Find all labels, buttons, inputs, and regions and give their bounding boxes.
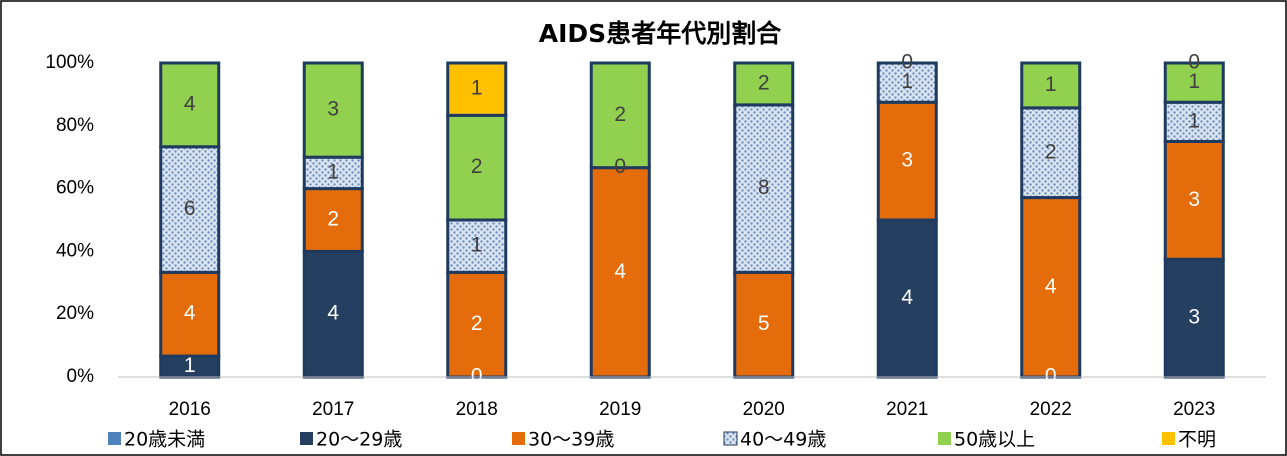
chart-title: AIDS患者年代別割合	[539, 19, 782, 48]
data-label: 3	[901, 149, 913, 172]
data-label: 0	[1188, 51, 1200, 74]
data-label: 2	[1045, 140, 1057, 163]
bar-segment	[446, 270, 508, 379]
legend-swatch	[723, 431, 738, 446]
data-label: 0	[1045, 365, 1057, 388]
bar-segment	[733, 61, 795, 107]
data-label: 1	[184, 354, 196, 377]
y-tick-label: 20%	[56, 303, 94, 324]
legend-swatch	[938, 432, 951, 445]
data-label: 3	[1188, 188, 1200, 211]
x-tick-label: 2023	[1173, 399, 1215, 420]
legend-swatch	[1162, 432, 1175, 445]
bar-segment	[302, 61, 364, 159]
data-label: 2	[614, 103, 626, 126]
bar-segment	[302, 187, 364, 253]
data-label: 4	[1045, 275, 1057, 298]
data-label: 4	[184, 302, 196, 325]
bar-segment	[876, 100, 938, 222]
bar-segment	[1163, 61, 1225, 104]
bar-segment	[733, 270, 795, 379]
bar-segment	[1020, 61, 1082, 110]
x-tick-label: 2018	[456, 399, 498, 420]
legend-label: 40～49歳	[740, 429, 826, 451]
x-tick-label: 2016	[169, 399, 211, 420]
data-label: 1	[471, 77, 483, 100]
bar-segment	[876, 218, 938, 379]
data-label: 5	[758, 312, 770, 335]
legend-swatch	[300, 432, 313, 445]
legend-label: 50歳以上	[954, 429, 1035, 451]
data-label: 4	[327, 302, 339, 325]
data-label: 4	[901, 286, 913, 309]
data-label: 6	[184, 197, 196, 220]
data-label: 1	[1045, 73, 1057, 96]
data-label: 4	[184, 92, 196, 115]
y-tick-label: 40%	[56, 240, 94, 261]
data-label: 1	[901, 70, 913, 93]
y-tick-label: 0%	[67, 366, 95, 387]
x-tick-label: 2020	[743, 399, 785, 420]
data-label: 0	[901, 51, 913, 74]
data-label: 2	[758, 71, 770, 94]
bar-segment	[159, 61, 221, 149]
data-label: 2	[471, 312, 483, 335]
legend-label: 不明	[1178, 429, 1216, 451]
legend-label: 30～39歳	[528, 429, 614, 451]
bar-segment	[876, 61, 938, 104]
legend-label: 20～29歳	[316, 429, 402, 451]
bar-segment	[1020, 106, 1082, 200]
x-tick-label: 2022	[1030, 399, 1072, 420]
legend-swatch	[512, 432, 525, 445]
legend-swatch	[108, 432, 121, 445]
y-tick-label: 100%	[45, 52, 94, 73]
bar-segment	[589, 61, 651, 170]
data-label: 1	[1188, 70, 1200, 93]
x-tick-label: 2019	[599, 399, 641, 420]
bar-segment	[302, 155, 364, 191]
data-label: 4	[614, 260, 626, 283]
y-tick-label: 80%	[56, 115, 94, 136]
x-tick-label: 2021	[886, 399, 928, 420]
bar-segment	[589, 166, 651, 379]
data-label: 2	[327, 208, 339, 231]
x-tick-label: 2017	[312, 399, 354, 420]
data-label: 3	[327, 98, 339, 121]
bar-segment	[159, 145, 221, 274]
bar-segment	[446, 113, 508, 222]
data-label: 3	[1188, 306, 1200, 329]
data-label: 1	[471, 234, 483, 257]
data-label: 0	[614, 155, 626, 178]
data-label: 0	[471, 365, 483, 388]
bar-segment	[733, 103, 795, 274]
data-label: 2	[471, 155, 483, 178]
data-label: 1	[327, 160, 339, 183]
y-tick-label: 60%	[56, 178, 94, 199]
legend-label: 20歳未満	[124, 429, 205, 451]
bar-segment	[446, 61, 508, 117]
data-label: 1	[1188, 109, 1200, 132]
data-label: 8	[758, 176, 770, 199]
